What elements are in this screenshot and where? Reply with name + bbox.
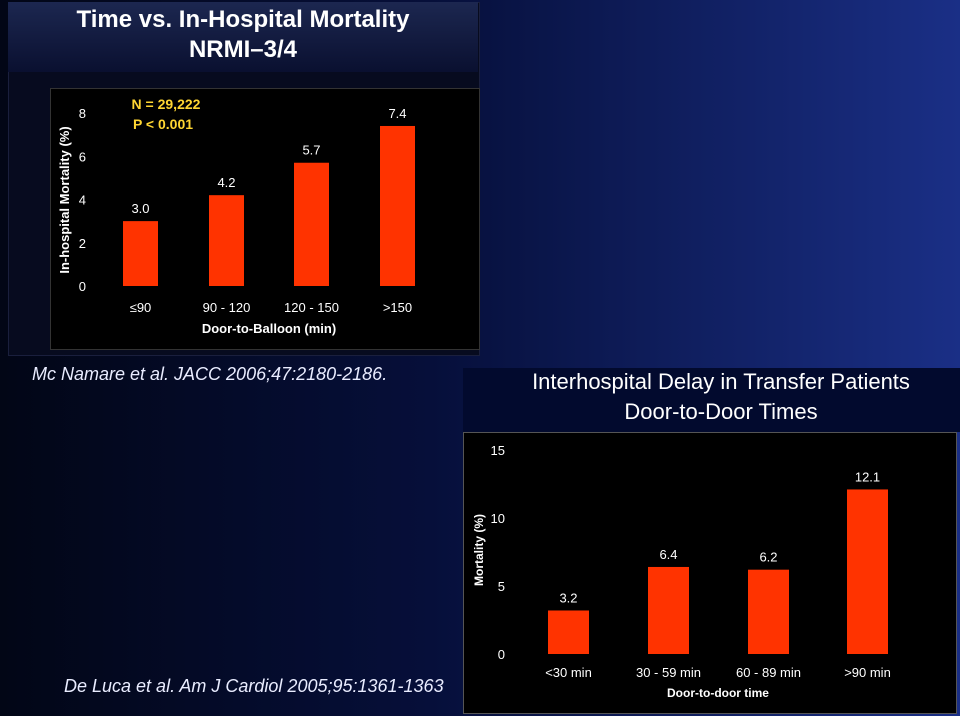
chart2-data-label: 6.4 — [659, 547, 677, 562]
chart1-title-box — [8, 2, 478, 72]
chart2-ylabel: Mortality (%) — [472, 514, 486, 586]
chart1-ylabel: In-hospital Mortality (%) — [57, 126, 72, 273]
chart1-xtick-label: 120 - 150 — [284, 300, 339, 315]
chart2-xlabel: Door-to-door time — [667, 686, 769, 700]
chart2-xtick-label: >90 min — [844, 665, 891, 680]
chart1-data-label: 7.4 — [388, 106, 406, 121]
chart1-ytick-label: 8 — [79, 106, 86, 121]
chart1-title: Time vs. In-Hospital Mortality — [76, 6, 410, 33]
chart1-data-label: 3.0 — [131, 201, 149, 216]
chart1-annotation-n: N = 29,222 — [132, 96, 201, 112]
chart1-ytick-label: 0 — [79, 279, 86, 294]
chart1-xtick-label: >150 — [383, 300, 412, 315]
chart2-bar — [748, 569, 789, 654]
chart2-bar — [648, 566, 689, 654]
chart1-xlabel: Door-to-Balloon (min) — [202, 321, 336, 336]
chart1-citation: Mc Namare et al. JACC 2006;47:2180-2186. — [32, 364, 388, 384]
chart2-data-label: 3.2 — [559, 590, 577, 605]
chart2-xtick-label: 30 - 59 min — [636, 665, 701, 680]
chart1-data-label: 4.2 — [217, 175, 235, 190]
chart2-xtick-label: 60 - 89 min — [736, 665, 801, 680]
chart2-subtitle: Door-to-Door Times — [624, 399, 818, 424]
chart1-ytick-label: 4 — [79, 193, 86, 208]
chart2-ytick-label: 15 — [491, 443, 505, 458]
chart1-bar — [380, 125, 415, 286]
chart1-xtick-label: 90 - 120 — [203, 300, 251, 315]
chart2-title-box — [463, 368, 960, 432]
chart1-ytick-label: 6 — [79, 149, 86, 164]
chart1-bar — [123, 221, 158, 286]
chart1-data-label: 5.7 — [302, 143, 320, 158]
chart2-title: Interhospital Delay in Transfer Patients — [532, 369, 910, 394]
chart1-annotation-p: P < 0.001 — [133, 116, 193, 132]
chart1-xtick-label: ≤90 — [130, 300, 152, 315]
chart2-bar — [548, 610, 589, 654]
chart2-bar — [847, 489, 888, 654]
chart2-ytick-label: 5 — [498, 579, 505, 594]
chart2-data-label: 6.2 — [759, 550, 777, 565]
chart2-ytick-label: 0 — [498, 647, 505, 662]
chart1-ytick-label: 2 — [79, 236, 86, 251]
chart2-citation: De Luca et al. Am J Cardiol 2005;95:1361… — [64, 676, 444, 696]
chart2-data-label: 12.1 — [855, 469, 880, 484]
chart1-subtitle: NRMI–3/4 — [188, 36, 298, 63]
chart1-bar — [209, 195, 244, 286]
chart1-bar — [294, 162, 329, 286]
chart2-ytick-label: 10 — [491, 511, 505, 526]
chart2-xtick-label: <30 min — [545, 665, 592, 680]
